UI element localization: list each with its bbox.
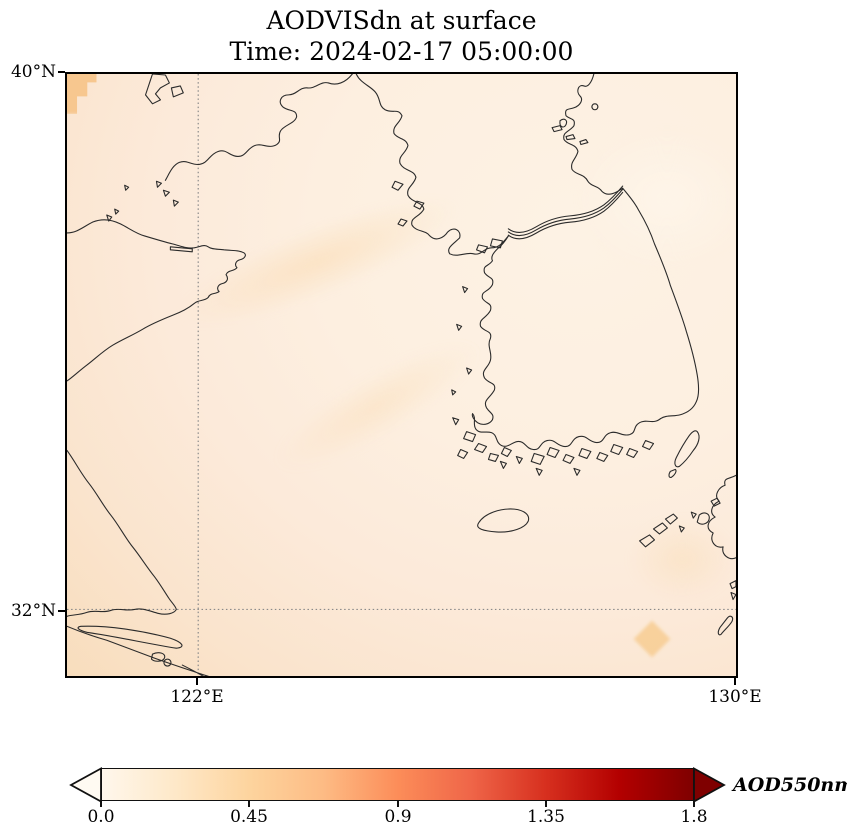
gridlines — [67, 74, 736, 676]
coastline-nk-islets — [391, 125, 589, 227]
coastline-amakusa — [717, 580, 736, 636]
ytick-mark-40N — [58, 71, 65, 73]
coastline-east-islet — [591, 103, 599, 111]
coastline-ganghwa-islands — [476, 238, 503, 254]
coastline-chongming-island — [77, 625, 183, 649]
colorbar-ticklabel-2: 0.9 — [384, 807, 412, 827]
coastline-china-ne — [164, 74, 353, 181]
coastline-west-islets — [451, 286, 473, 396]
coastline-nk-east — [563, 74, 624, 195]
xtick-mark-122E — [196, 678, 198, 685]
colorbar-under-arrow — [69, 766, 102, 803]
colorbar-tick-4 — [693, 801, 695, 807]
coastline-hirado — [696, 497, 721, 525]
xtick-label-122E: 122°E — [170, 687, 224, 707]
coastline-yangtze-south-bank — [67, 625, 210, 676]
coastlines-group — [67, 74, 736, 676]
map-panel — [65, 72, 738, 678]
colorbar-tick-2 — [397, 801, 399, 807]
colorbar-ticklabel-4: 1.8 — [680, 807, 708, 827]
border-dmz-line-1 — [507, 185, 624, 233]
aod-pale-east-sea — [547, 104, 736, 294]
coastline-jeju-island — [477, 508, 530, 533]
coastline-liaodong-tip — [144, 74, 170, 105]
coastline-korea-east — [622, 187, 700, 420]
colorbar-tick-3 — [545, 801, 547, 807]
ytick-mark-32N — [58, 610, 65, 612]
coastline-nk-west — [355, 74, 509, 256]
colorbar-over-arrow-shape — [693, 766, 726, 803]
figure-title-block: AODVISdn at surface Time: 2024-02-17 05:… — [65, 5, 738, 67]
border-dmz-line-2 — [507, 188, 624, 237]
figure-title: AODVISdn at surface — [266, 6, 537, 35]
border-dmz-line-3 — [507, 191, 624, 240]
xtick-label-130E: 130°E — [708, 687, 762, 707]
coastline-overlay — [67, 74, 736, 676]
colorbar-tick-1 — [248, 801, 250, 807]
colorbar-ticklabel-1: 0.45 — [230, 807, 268, 827]
coastline-korea-west — [471, 235, 509, 425]
coastline-south-islands — [530, 440, 655, 476]
coastline-shandong-islets — [106, 184, 193, 253]
colorbar-label: AOD550nm — [733, 773, 847, 796]
colorbar-gradient — [101, 768, 694, 801]
aod-patch-kyushu — [612, 504, 736, 614]
xtick-mark-130E — [734, 678, 736, 685]
coastline-bohai-islets — [155, 180, 179, 207]
coastline-kyushu — [707, 474, 736, 560]
ytick-label-32N: 32°N — [10, 601, 56, 621]
ytick-label-40N: 40°N — [10, 62, 56, 82]
colorbar-ticklabel-3: 1.35 — [527, 807, 565, 827]
coastline-wonsan-islet — [559, 118, 568, 128]
coastline-jiangsu — [67, 449, 177, 617]
colorbar-ticklabel-0: 0.0 — [87, 807, 115, 827]
coastline-korea-south — [472, 413, 661, 451]
figure-subtitle-time: Time: 2024-02-17 05:00:00 — [229, 37, 574, 66]
coastline-goto-islands — [639, 511, 697, 548]
colorbar-over-arrow — [693, 766, 726, 803]
coastline-liaodong-islet — [170, 85, 184, 98]
coastline-tsushima — [668, 430, 700, 479]
colorbar-under-arrow-shape — [69, 766, 102, 803]
coastline-sw-archipelago — [452, 417, 523, 469]
coastline-shandong — [67, 219, 246, 382]
colorbar-tick-0 — [100, 801, 102, 807]
